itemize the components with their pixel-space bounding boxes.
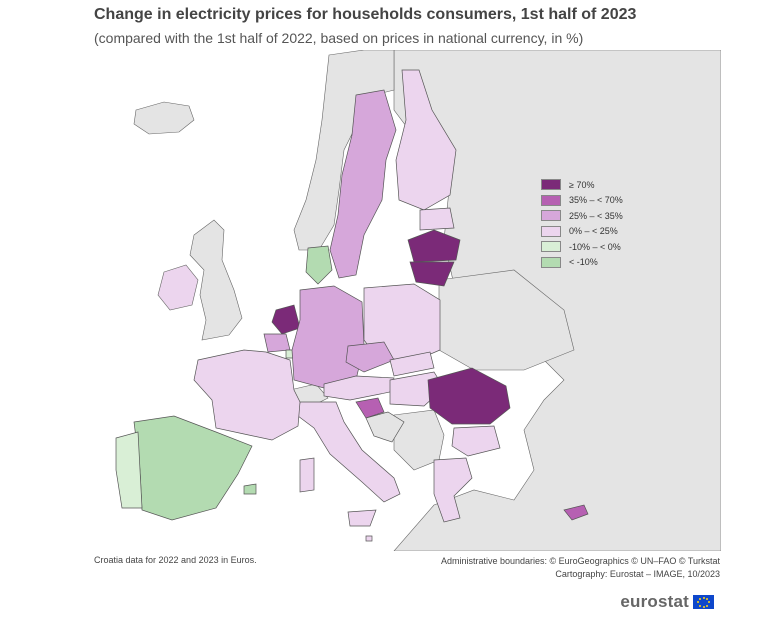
- credits-cartography: Cartography: Eurostat – IMAGE, 10/2023: [555, 569, 720, 579]
- legend-item: -10% – < 0%: [541, 239, 661, 255]
- brand-name: eurostat: [620, 592, 689, 611]
- region-sweden: [329, 89, 397, 279]
- region-lithuania: [409, 261, 455, 287]
- legend-swatch-0-25: [541, 225, 561, 237]
- legend-swatch-minus10-0: [541, 241, 561, 253]
- region-belgium: [263, 333, 291, 353]
- legend-item: < -10%: [541, 255, 661, 271]
- legend-swatch-lt-minus10: [541, 256, 561, 268]
- region-croatia: [365, 411, 405, 443]
- region-cyprus: [563, 504, 589, 521]
- legend-item: 25% – < 35%: [541, 208, 661, 224]
- region-malta: [365, 535, 373, 542]
- region-latvia: [407, 229, 461, 263]
- map-title: Change in electricity prices for househo…: [94, 6, 637, 23]
- map-legend: ≥ 70% 35% – < 70% 25% – < 35% 0% – < 25%…: [541, 177, 661, 270]
- region-ireland: [157, 264, 199, 311]
- region-slovenia: [355, 397, 385, 419]
- region-germany: [291, 285, 365, 389]
- region-denmark: [305, 245, 333, 285]
- region-italy: [297, 401, 401, 503]
- legend-label: 35% – < 70%: [569, 195, 623, 206]
- region-greece: [433, 457, 473, 523]
- region-iceland: [133, 101, 195, 135]
- legend-label: 25% – < 35%: [569, 210, 623, 221]
- region-sicily: [347, 509, 377, 527]
- region-portugal: [115, 431, 143, 509]
- region-finland: [395, 69, 457, 211]
- region-france: [193, 349, 301, 441]
- legend-item: 35% – < 70%: [541, 193, 661, 209]
- region-romania: [427, 367, 511, 425]
- region-slovakia: [389, 351, 435, 377]
- eurostat-logo: eurostat: [620, 592, 714, 612]
- region-balearic: [243, 483, 257, 495]
- region-estonia: [419, 207, 455, 231]
- legend-label: ≥ 70%: [569, 179, 595, 190]
- europe-map: [94, 50, 721, 551]
- legend-item: 0% – < 25%: [541, 224, 661, 240]
- region-non-eu-east: [393, 50, 721, 551]
- region-bulgaria: [451, 425, 501, 457]
- legend-swatch-ge-70: [541, 179, 561, 191]
- region-czechia: [345, 341, 395, 373]
- legend-item: ≥ 70%: [541, 177, 661, 193]
- legend-label: -10% – < 0%: [569, 241, 621, 252]
- region-sardinia: [299, 457, 315, 493]
- region-ukraine-belarus: [438, 269, 575, 371]
- credits-boundaries: Administrative boundaries: © EuroGeograp…: [440, 556, 720, 566]
- region-netherlands: [271, 304, 301, 335]
- region-uk: [189, 219, 243, 341]
- footnote: Croatia data for 2022 and 2023 in Euros.: [94, 555, 257, 565]
- legend-label: < -10%: [569, 257, 598, 268]
- credits: Administrative boundaries: © EuroGeograp…: [441, 555, 720, 581]
- map-subtitle: (compared with the 1st half of 2022, bas…: [94, 30, 584, 46]
- legend-swatch-25-35: [541, 210, 561, 222]
- eu-flag-icon: [693, 595, 714, 609]
- legend-label: 0% – < 25%: [569, 226, 618, 237]
- legend-swatch-35-70: [541, 194, 561, 206]
